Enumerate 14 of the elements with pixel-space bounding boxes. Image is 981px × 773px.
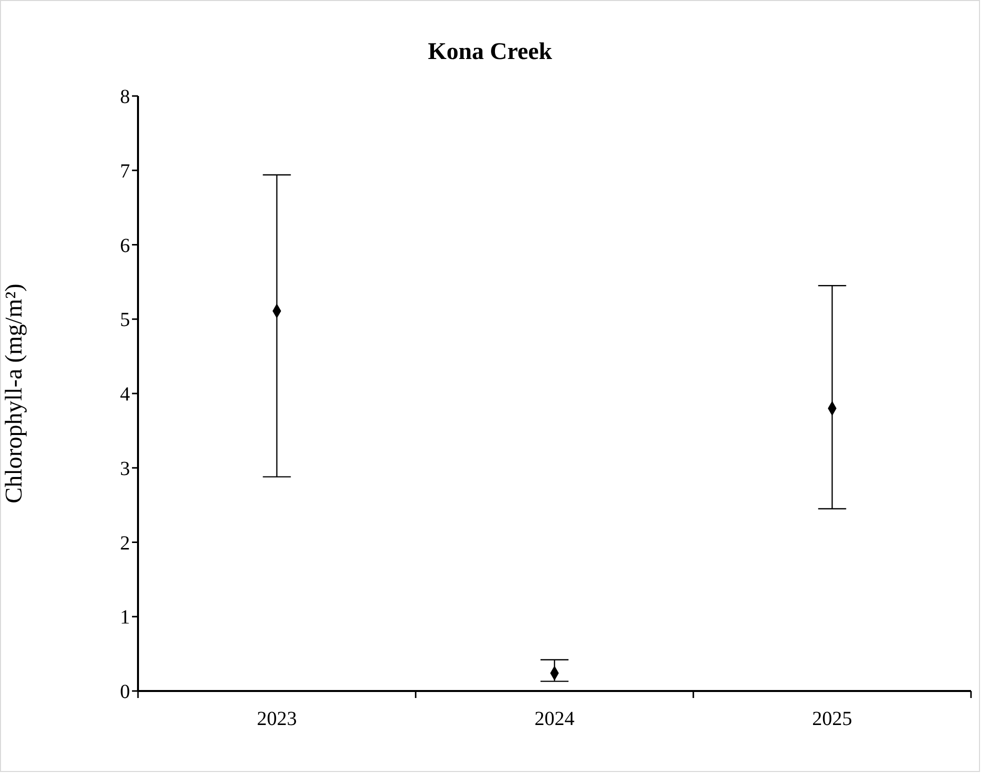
y-tick-label: 1: [120, 606, 130, 629]
x-tick-label: 2023: [256, 708, 297, 730]
y-tick-label: 7: [120, 160, 130, 182]
y-tick-label: 2: [120, 532, 130, 554]
x-tick-label: 2024: [534, 708, 574, 730]
y-tick-label: 3: [120, 458, 130, 480]
y-tick-label: 8: [120, 86, 130, 108]
y-tick-label: 0: [120, 681, 130, 704]
x-tick-label: 2025: [812, 708, 852, 730]
y-tick-label: 4: [120, 384, 130, 406]
y-tick-label: 5: [120, 309, 130, 332]
y-tick-label: 6: [120, 234, 130, 257]
y-axis-title: Chlorophyll-a (mg/m²): [2, 284, 28, 504]
chart-title: Kona Creek: [426, 39, 554, 66]
